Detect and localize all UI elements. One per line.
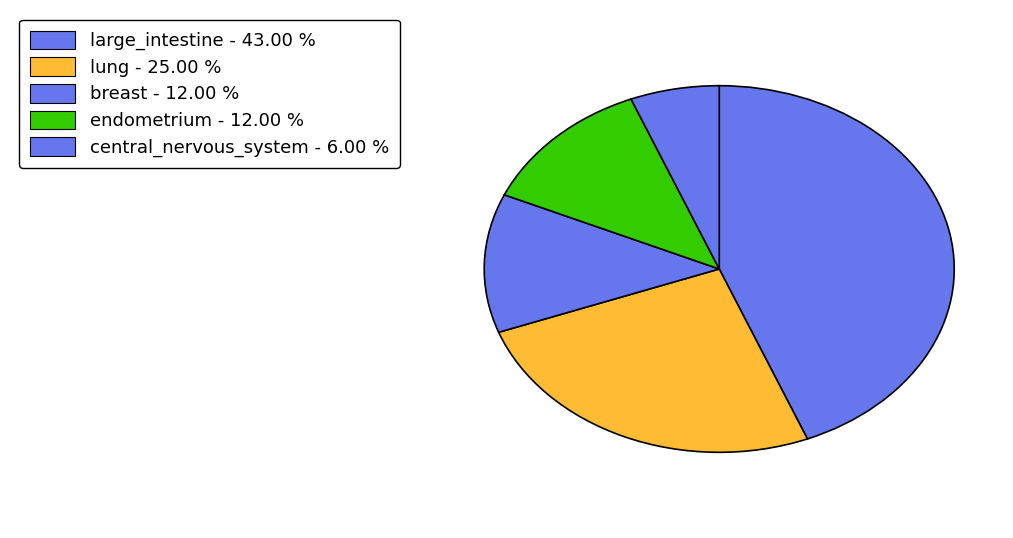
Wedge shape [484, 195, 719, 332]
Legend: large_intestine - 43.00 %, lung - 25.00 %, breast - 12.00 %, endometrium - 12.00: large_intestine - 43.00 %, lung - 25.00 … [19, 20, 400, 168]
Wedge shape [504, 99, 719, 269]
Wedge shape [719, 86, 954, 439]
Wedge shape [498, 269, 807, 452]
Wedge shape [631, 86, 719, 269]
